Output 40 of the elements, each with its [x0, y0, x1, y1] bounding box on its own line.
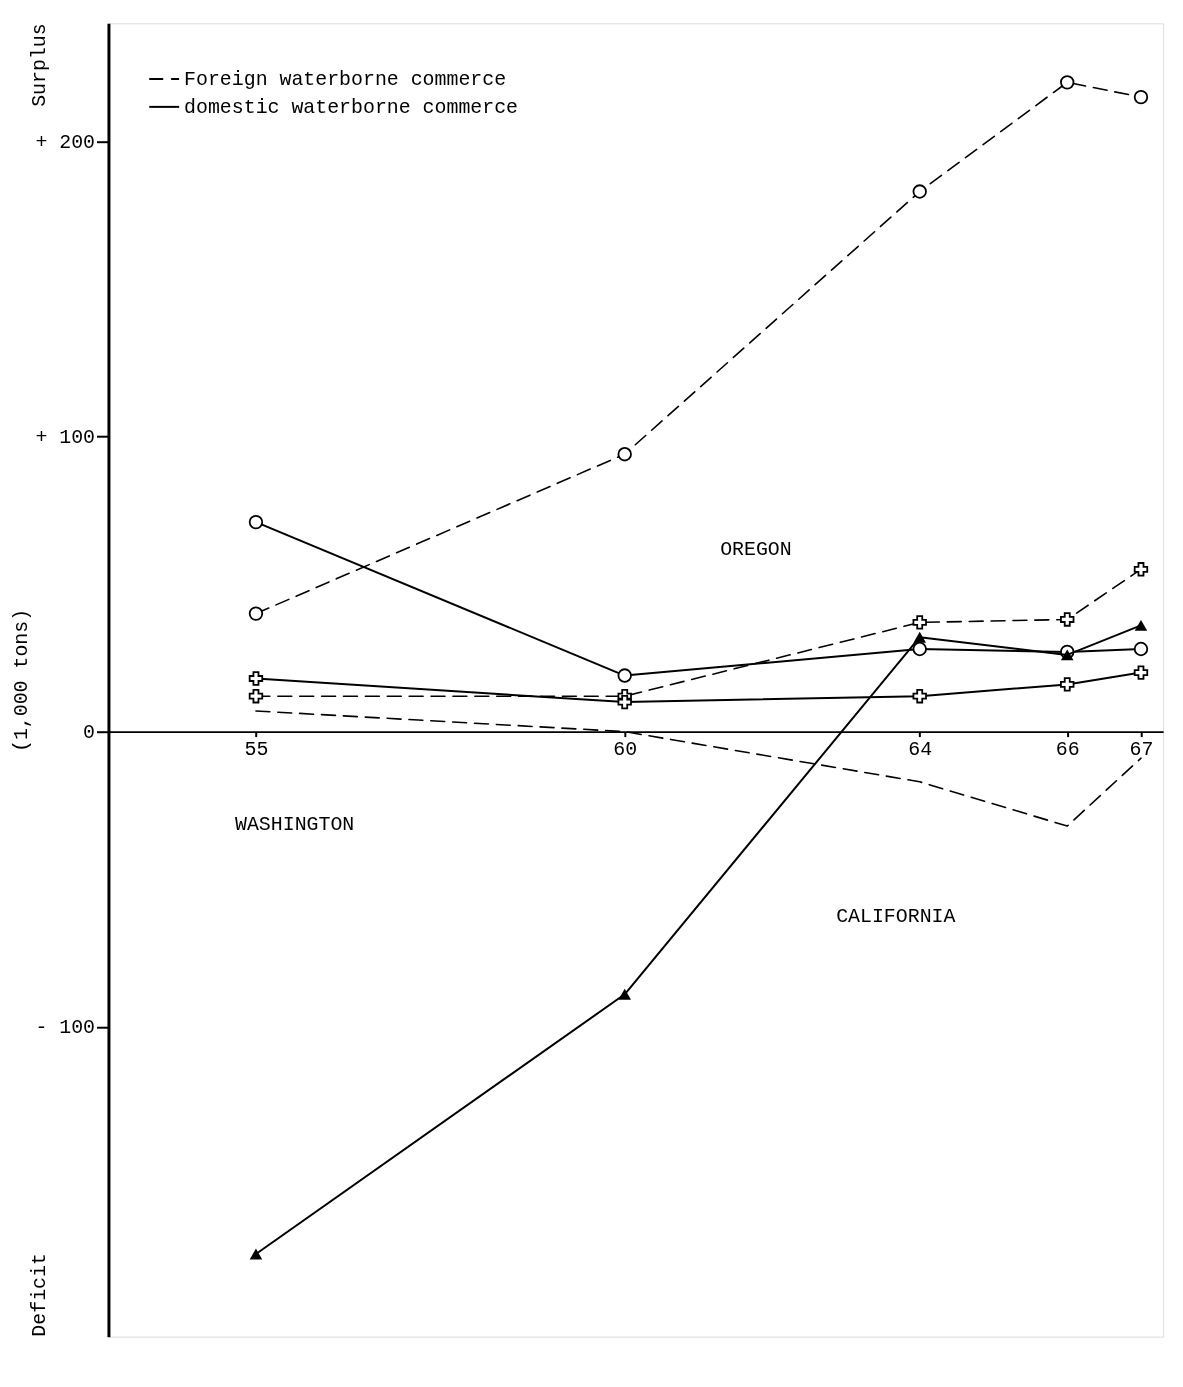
point: [1060, 75, 1075, 90]
point: [912, 689, 927, 704]
point: [913, 631, 927, 643]
point: [617, 668, 632, 683]
y-axis-title: (1,000 tons): [10, 608, 34, 753]
point: [1060, 677, 1075, 692]
annotation: OREGON: [720, 537, 792, 561]
legend-label: Foreign waterborne commerce: [184, 67, 507, 91]
point: [1133, 562, 1149, 577]
x-tick-label: 67: [1129, 738, 1154, 761]
x-tick-label: 60: [613, 738, 638, 761]
point: [912, 641, 927, 657]
y-tick-label: - 100: [35, 1016, 96, 1040]
y-tick-label: + 100: [35, 425, 96, 449]
point: [1133, 641, 1149, 657]
annotation: WASHINGTON: [235, 813, 355, 837]
point: [1134, 619, 1148, 631]
annotation: CALIFORNIA: [836, 905, 956, 929]
point: [1133, 89, 1149, 105]
x-tick-label: 66: [1055, 738, 1080, 761]
point: [1133, 665, 1149, 680]
point: [912, 615, 927, 630]
x-tick-label: 64: [908, 738, 933, 761]
x-tick-label: 55: [244, 738, 269, 761]
point: [248, 606, 264, 621]
point: [912, 184, 927, 199]
point: [249, 1248, 263, 1260]
point: [248, 514, 264, 530]
y-tick-label: + 200: [35, 130, 96, 154]
point: [617, 447, 632, 462]
point: [1060, 612, 1075, 627]
y-tick-label: 0: [83, 721, 96, 745]
text: Deficit: [27, 1253, 51, 1337]
point: [248, 671, 264, 686]
text: Surplus: [27, 23, 51, 107]
point: [618, 988, 632, 1000]
point: [617, 694, 632, 710]
point: [1060, 649, 1074, 661]
point: [248, 689, 264, 704]
legend-label: domestic waterborne commerce: [184, 95, 519, 119]
